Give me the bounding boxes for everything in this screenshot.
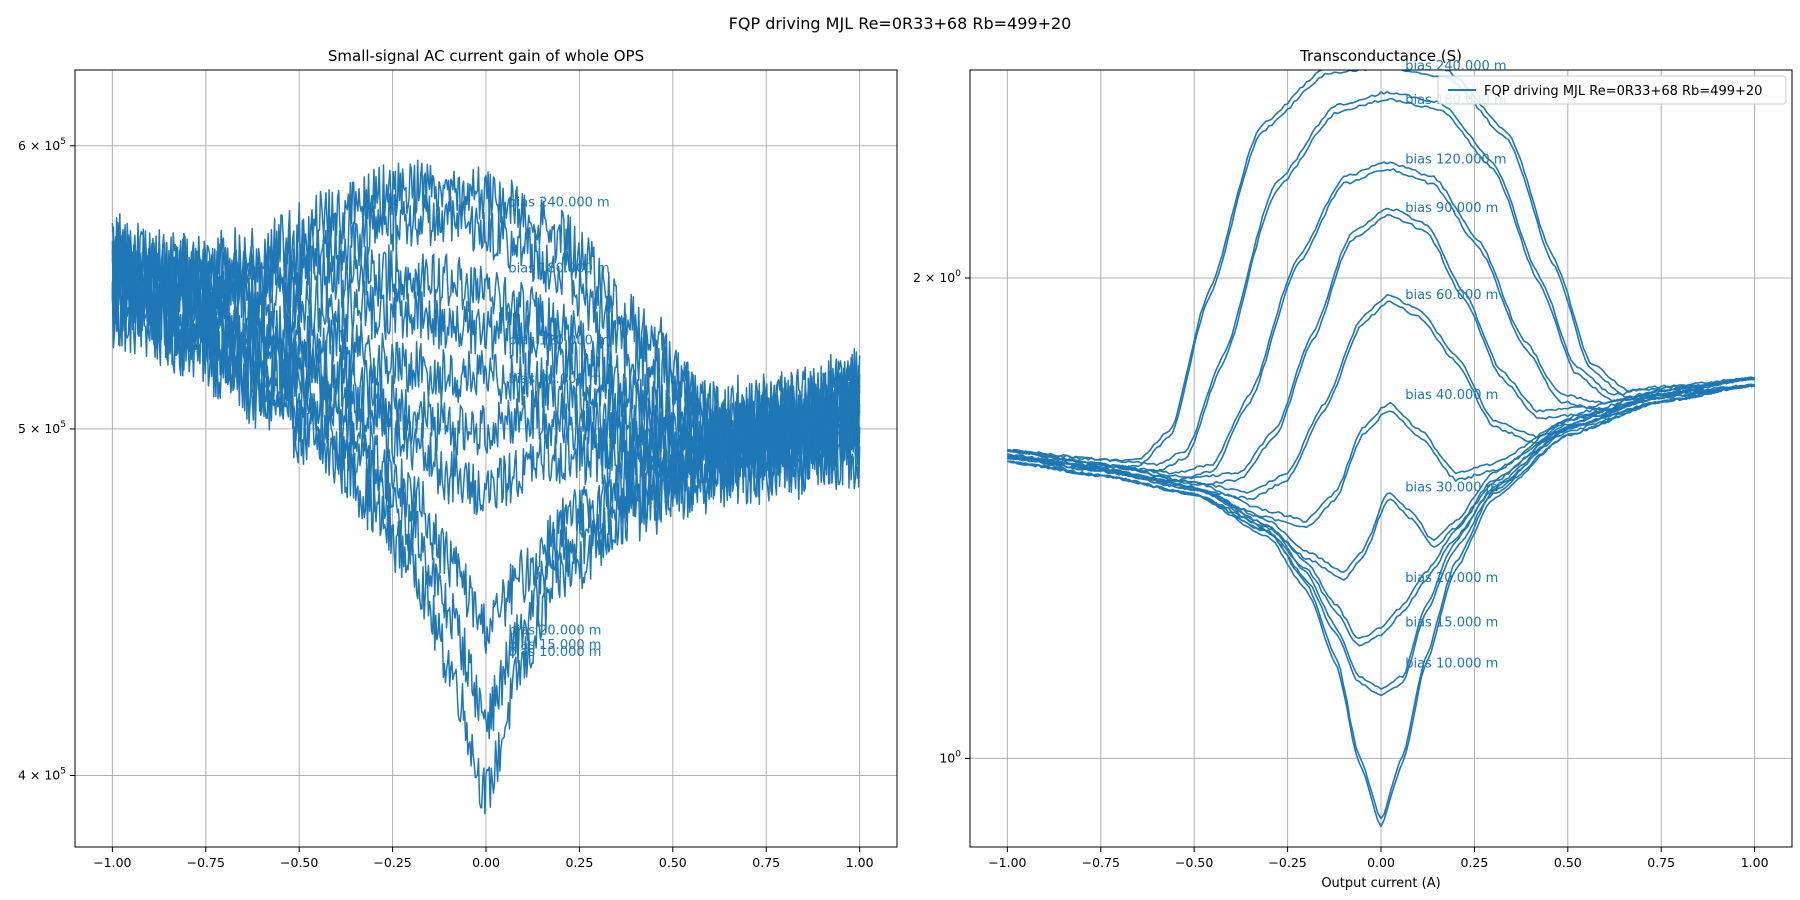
x-tick-label: 0.00 [1367,855,1395,870]
y-tick-label: 6 × 105 [18,137,66,153]
bias-annotation: bias 20.000 m [508,624,601,639]
series-group [111,159,861,815]
bias-annotation: bias 240.000 m [1405,59,1506,74]
figure-suptitle: FQP driving MJL Re=0R33+68 Rb=499+20 [728,14,1072,33]
legend: FQP driving MJL Re=0R33+68 Rb=499+20 [1437,75,1787,105]
x-tick-label: −0.75 [1082,855,1120,870]
x-tick-label: −0.50 [1175,855,1213,870]
bias-annotation: bias 60.000 m [1405,288,1498,303]
axes-title: Small-signal AC current gain of whole OP… [328,47,644,65]
x-tick-label: 0.25 [1460,855,1488,870]
right-axes-transconductance: −1.00 −0.75 −0.50 −0.25 0.00 0.25 0.50 0.75 1.00… [913,47,1793,891]
x-tick-label: 1.00 [1741,855,1769,870]
x-tick-label: 1.00 [846,855,874,870]
x-tick-label: −1.00 [93,855,131,870]
bias-annotation: bias 10.000 m [1405,657,1498,672]
y-tick-label: 2 × 100 [913,269,961,285]
y-tick-label: 5 × 105 [18,420,66,436]
y-tick-label: 100 [939,749,961,765]
bias-annotation: bias 90.000 m [1405,201,1498,216]
left-axes-gain: −1.00 −0.75 −0.50 −0.25 0.00 0.25 0.50 0.75 1.00… [18,47,898,870]
y-tick-label: 4 × 105 [18,766,66,782]
bias-annotation: bias 120.000 m [1405,152,1506,167]
x-tick-label: 0.50 [659,855,687,870]
x-tick-label: 0.75 [1647,855,1675,870]
series-line-bias-240 [111,159,861,452]
x-tick-label: 0.00 [472,855,500,870]
x-tick-label: −0.25 [1268,855,1306,870]
series-group [1006,70,1756,828]
x-tick-label: −0.75 [187,855,225,870]
bias-annotation: bias 15.000 m [1405,615,1498,630]
bias-annotation: bias 15.000 m [508,638,601,653]
bias-annotation: bias 10.000 m [508,645,601,660]
bias-annotation: bias 240.000 m [508,195,609,210]
legend-box [1437,75,1787,105]
bias-annotation: bias 120.000 m [508,333,609,348]
series-line-bias-120 [1006,168,1755,483]
series-line-bias-240 [1007,70,1755,462]
x-axis-label: Output current (A) [1321,876,1440,891]
x-tick-label: −1.00 [988,855,1026,870]
axes-title: Transconductance (S) [1299,47,1462,65]
legend-label: FQP driving MJL Re=0R33+68 Rb=499+20 [1484,84,1762,99]
series-line-bias-240 [1007,70,1755,469]
bias-annotation: bias 90.000 m [508,372,601,387]
bias-annotation: bias 30.000 m [1405,480,1498,495]
bias-annotation: bias 180.000 m [508,261,609,276]
x-tick-label: −0.50 [280,855,318,870]
x-tick-label: 0.75 [752,855,780,870]
x-tick-label: 0.25 [565,855,593,870]
x-tick-label: 0.50 [1554,855,1582,870]
bias-annotation: bias 40.000 m [1405,388,1498,403]
x-tick-label: −0.25 [373,855,411,870]
bias-annotation: bias 20.000 m [1405,571,1498,586]
series-line-bias-180 [1007,90,1755,467]
series-line-bias-180 [1007,97,1755,473]
